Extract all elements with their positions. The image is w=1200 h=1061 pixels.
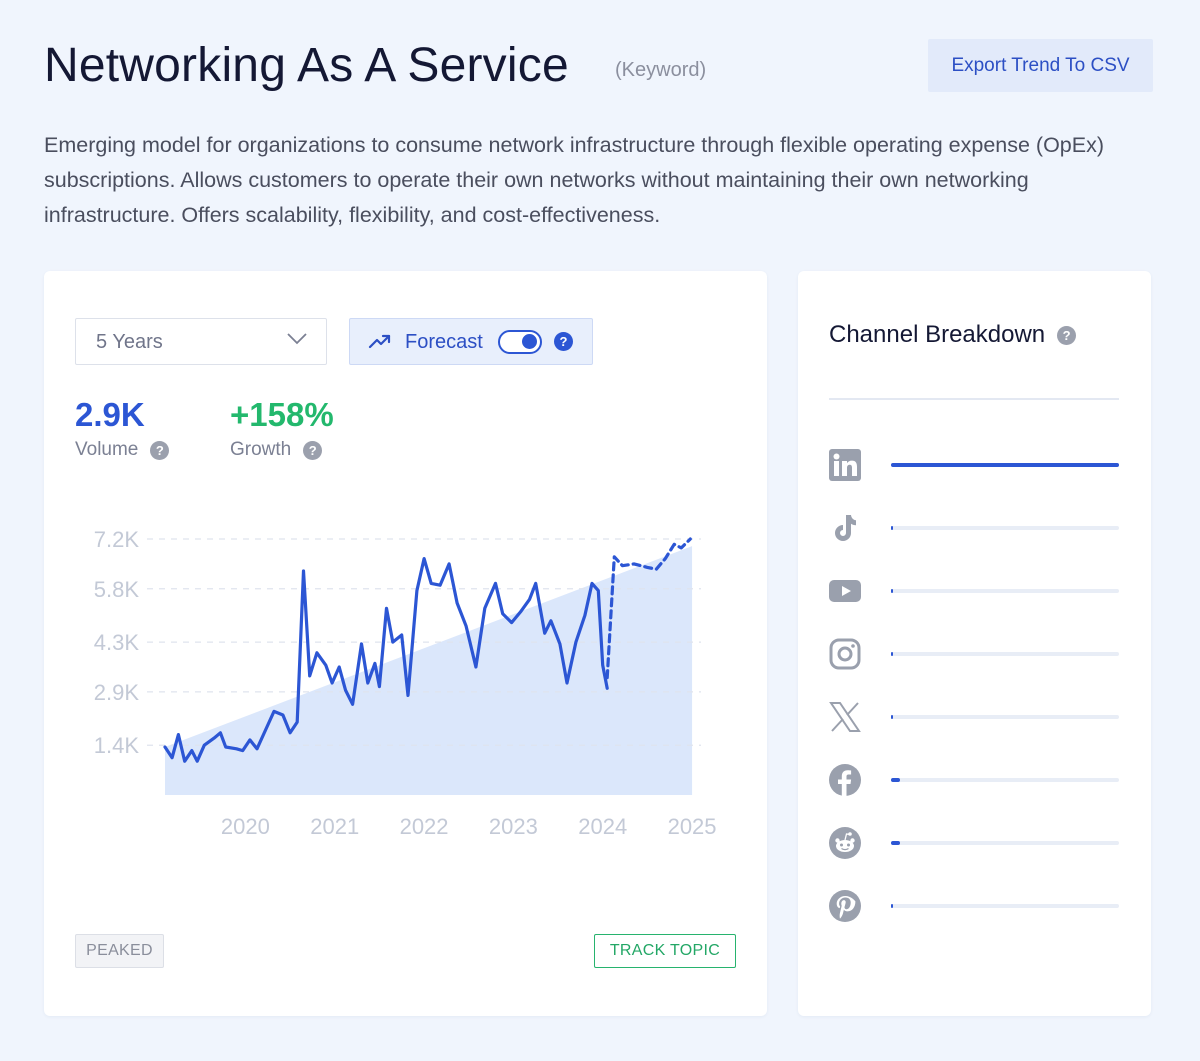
x-icon: [829, 701, 861, 733]
trend-chart: 7.2K 5.8K 4.3K 2.9K 1.4K 2020 2021 2022 2023 2024…: [94, 527, 717, 839]
x-tick-label: 2025: [668, 814, 717, 839]
channel-help-icon[interactable]: ?: [1057, 325, 1077, 345]
channel-bar-track: [891, 715, 1119, 719]
channel-row-linkedin: [829, 445, 1119, 485]
channel-bar-track: [891, 841, 1119, 845]
tiktok-icon: [829, 512, 861, 544]
channel-row-instagram: [829, 634, 1119, 674]
volume-value: 2.9K: [75, 396, 145, 433]
toggle-knob: [522, 334, 537, 349]
channel-bar-track: [891, 778, 1119, 782]
youtube-icon: [829, 575, 861, 607]
growth-label: Growth: [230, 439, 292, 460]
track-topic-button[interactable]: TRACK TOPIC: [594, 934, 736, 968]
channel-bar-fill: [891, 715, 894, 719]
channel-bar-fill: [891, 904, 894, 908]
channel-bar-track: [891, 904, 1119, 908]
channel-breakdown-heading: Channel Breakdown: [829, 321, 1046, 348]
channel-bar-track: [891, 463, 1119, 467]
y-tick-label: 7.2K: [94, 527, 140, 552]
peaked-badge: PEAKED: [75, 934, 164, 968]
forecast-toggle[interactable]: [498, 330, 542, 354]
channel-bar-fill: [891, 652, 894, 656]
trend-card: 5 Years Forecast ? 2.9K Volume? +158% Gr…: [44, 271, 767, 1016]
volume-series-line: [163, 557, 609, 763]
trending-up-icon: [368, 334, 391, 349]
trend-area: [165, 546, 693, 795]
x-tick-label: 2021: [310, 814, 359, 839]
topic-description: Emerging model for organizations to cons…: [44, 133, 1105, 227]
channel-bar-fill: [891, 841, 901, 845]
y-tick-label: 4.3K: [94, 630, 140, 655]
growth-value: +158%: [230, 396, 334, 433]
time-range-value: 5 Years: [96, 331, 163, 353]
divider: [829, 398, 1119, 400]
volume-label: Volume: [75, 439, 139, 460]
channel-bar-track: [891, 526, 1119, 530]
reddit-icon: [829, 827, 861, 859]
channel-row-x: [829, 697, 1119, 737]
channel-bar-fill: [891, 589, 894, 593]
y-tick-label: 1.4K: [94, 733, 140, 758]
x-tick-label: 2020: [221, 814, 270, 839]
channel-row-reddit: [829, 823, 1119, 863]
time-range-dropdown[interactable]: 5 Years: [75, 318, 327, 365]
volume-help-icon[interactable]: ?: [150, 440, 170, 460]
channel-bar-fill: [891, 778, 901, 782]
linkedin-icon: [829, 449, 861, 481]
y-tick-label: 2.9K: [94, 680, 140, 705]
volume-metric: 2.9K Volume?: [75, 395, 170, 461]
channel-bar-fill: [891, 463, 1119, 467]
x-tick-label: 2023: [489, 814, 538, 839]
channel-bar-track: [891, 589, 1119, 593]
growth-help-icon[interactable]: ?: [303, 440, 323, 460]
channel-row-tiktok: [829, 508, 1119, 548]
channel-bar-fill: [891, 526, 894, 530]
forecast-label: Forecast: [405, 331, 483, 353]
facebook-icon: [829, 764, 861, 796]
channel-breakdown-title: Channel Breakdown ?: [829, 320, 1077, 350]
y-tick-label: 5.8K: [94, 577, 140, 602]
x-tick-label: 2022: [400, 814, 449, 839]
channel-row-pinterest: [829, 886, 1119, 926]
forecast-control: Forecast ?: [349, 318, 593, 365]
growth-metric: +158% Growth?: [230, 395, 334, 461]
export-csv-button[interactable]: Export Trend To CSV: [928, 39, 1153, 92]
forecast-series-line: [605, 537, 692, 680]
keyword-tag: (Keyword): [615, 59, 707, 81]
channel-breakdown-card: Channel Breakdown ?: [798, 271, 1151, 1016]
instagram-icon: [829, 638, 861, 670]
channel-row-facebook: [829, 760, 1119, 800]
page-title: Networking As A Service: [44, 39, 569, 92]
chevron-down-icon: [287, 333, 307, 345]
x-tick-label: 2024: [578, 814, 627, 839]
channel-bar-track: [891, 652, 1119, 656]
pinterest-icon: [829, 890, 861, 922]
channel-row-youtube: [829, 571, 1119, 611]
forecast-help-icon[interactable]: ?: [554, 332, 573, 351]
